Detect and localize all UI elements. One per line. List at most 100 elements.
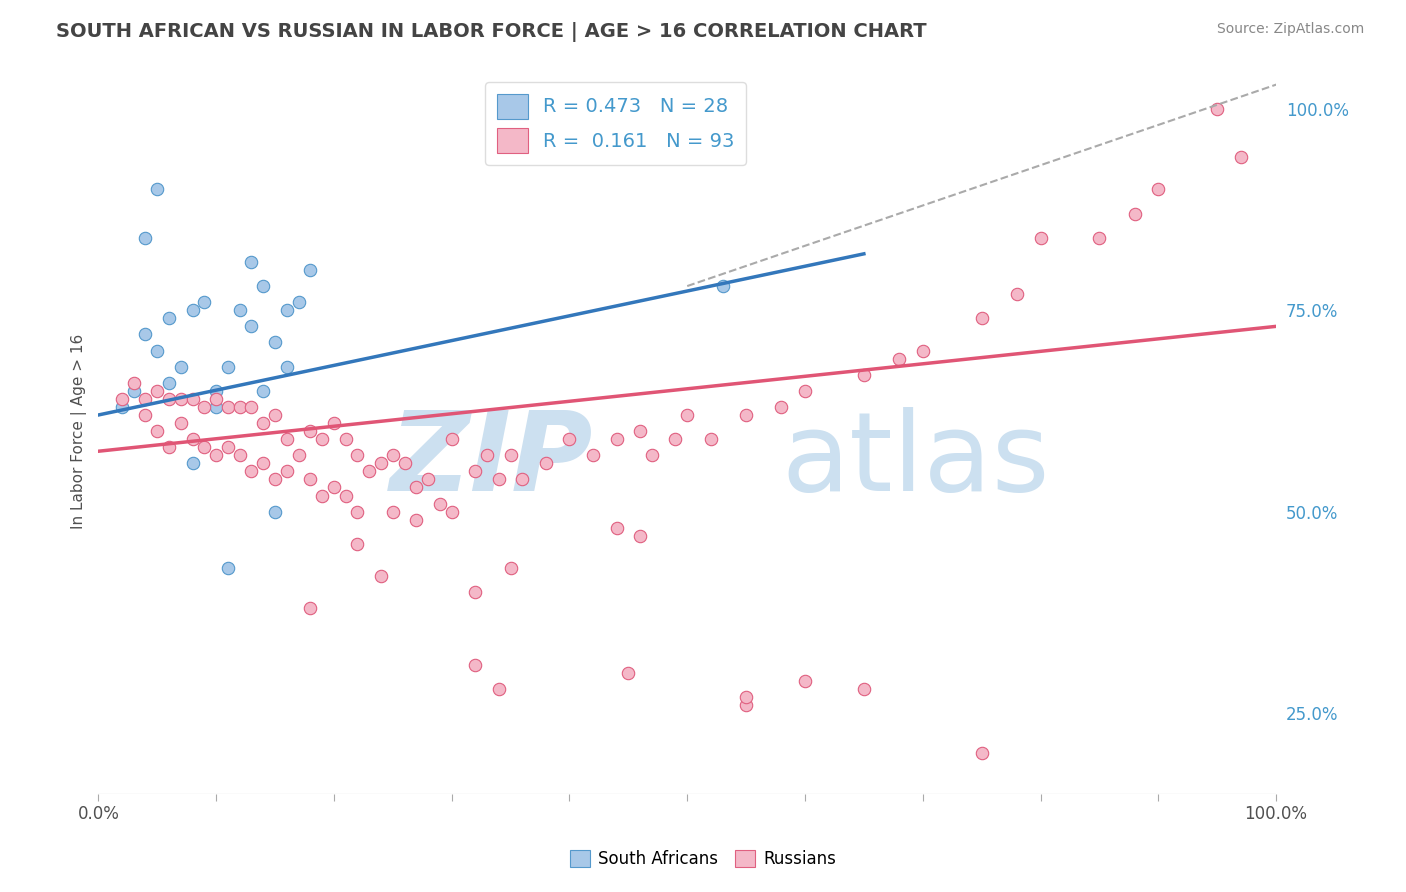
Point xyxy=(264,472,287,486)
Point xyxy=(134,327,156,342)
Legend: South Africans, Russians: South Africans, Russians xyxy=(564,843,842,875)
Point xyxy=(252,416,274,430)
Legend: R = 0.473   N = 28, R =  0.161   N = 93: R = 0.473 N = 28, R = 0.161 N = 93 xyxy=(485,82,747,165)
Point xyxy=(359,464,381,478)
Point xyxy=(464,585,486,599)
Point xyxy=(217,359,239,374)
Point xyxy=(534,456,557,470)
Point xyxy=(181,303,204,318)
Point xyxy=(134,392,156,406)
Point xyxy=(499,561,522,575)
Point xyxy=(311,489,333,503)
Point xyxy=(558,432,581,446)
Point xyxy=(346,448,368,462)
Point xyxy=(157,392,180,406)
Point xyxy=(181,392,204,406)
Point xyxy=(1029,231,1052,245)
Point xyxy=(111,392,134,406)
Point xyxy=(970,747,993,761)
Point xyxy=(664,432,686,446)
Point xyxy=(405,513,427,527)
Point xyxy=(134,408,156,422)
Point xyxy=(205,448,228,462)
Point xyxy=(1088,231,1111,245)
Point xyxy=(735,690,758,704)
Point xyxy=(287,448,309,462)
Point xyxy=(416,472,439,486)
Point xyxy=(1206,102,1229,116)
Point xyxy=(1229,150,1251,164)
Point xyxy=(852,681,875,696)
Point xyxy=(606,432,628,446)
Point xyxy=(641,448,664,462)
Point xyxy=(240,255,263,269)
Point xyxy=(335,489,357,503)
Point xyxy=(157,440,180,454)
Text: Source: ZipAtlas.com: Source: ZipAtlas.com xyxy=(1216,22,1364,37)
Point xyxy=(193,440,215,454)
Point xyxy=(711,279,734,293)
Point xyxy=(464,464,486,478)
Point xyxy=(499,448,522,462)
Point xyxy=(181,432,204,446)
Point xyxy=(240,400,263,414)
Point xyxy=(429,497,451,511)
Point xyxy=(276,303,298,318)
Point xyxy=(287,295,309,310)
Point xyxy=(170,359,193,374)
Point xyxy=(264,408,287,422)
Point xyxy=(335,432,357,446)
Point xyxy=(628,529,651,543)
Point xyxy=(276,359,298,374)
Point xyxy=(464,657,486,672)
Point xyxy=(322,481,344,495)
Point xyxy=(735,408,758,422)
Point xyxy=(217,561,239,575)
Point xyxy=(193,295,215,310)
Point xyxy=(146,384,169,398)
Point xyxy=(299,263,322,277)
Point xyxy=(889,351,911,366)
Point xyxy=(488,681,510,696)
Point xyxy=(617,665,640,680)
Point xyxy=(735,698,758,712)
Point xyxy=(170,392,193,406)
Point xyxy=(770,400,793,414)
Y-axis label: In Labor Force | Age > 16: In Labor Force | Age > 16 xyxy=(72,334,87,529)
Point xyxy=(264,505,287,519)
Point xyxy=(381,505,404,519)
Point xyxy=(322,416,344,430)
Point xyxy=(1005,287,1028,301)
Point xyxy=(122,376,145,390)
Point xyxy=(252,456,274,470)
Text: atlas: atlas xyxy=(782,407,1050,514)
Point xyxy=(228,448,250,462)
Point xyxy=(381,448,404,462)
Point xyxy=(146,424,169,438)
Point xyxy=(676,408,699,422)
Point xyxy=(370,569,392,583)
Text: ZIP: ZIP xyxy=(389,407,593,514)
Point xyxy=(794,673,817,688)
Point xyxy=(205,384,228,398)
Point xyxy=(134,231,156,245)
Point xyxy=(228,303,250,318)
Point xyxy=(228,400,250,414)
Point xyxy=(512,472,534,486)
Point xyxy=(299,472,322,486)
Point xyxy=(276,464,298,478)
Point xyxy=(146,343,169,358)
Point xyxy=(205,400,228,414)
Point xyxy=(157,376,180,390)
Point xyxy=(628,424,651,438)
Point xyxy=(299,601,322,615)
Point xyxy=(157,311,180,326)
Point xyxy=(1147,182,1170,196)
Point xyxy=(240,319,263,334)
Point xyxy=(170,416,193,430)
Point xyxy=(794,384,817,398)
Point xyxy=(346,505,368,519)
Point xyxy=(240,464,263,478)
Point xyxy=(264,335,287,350)
Point xyxy=(217,400,239,414)
